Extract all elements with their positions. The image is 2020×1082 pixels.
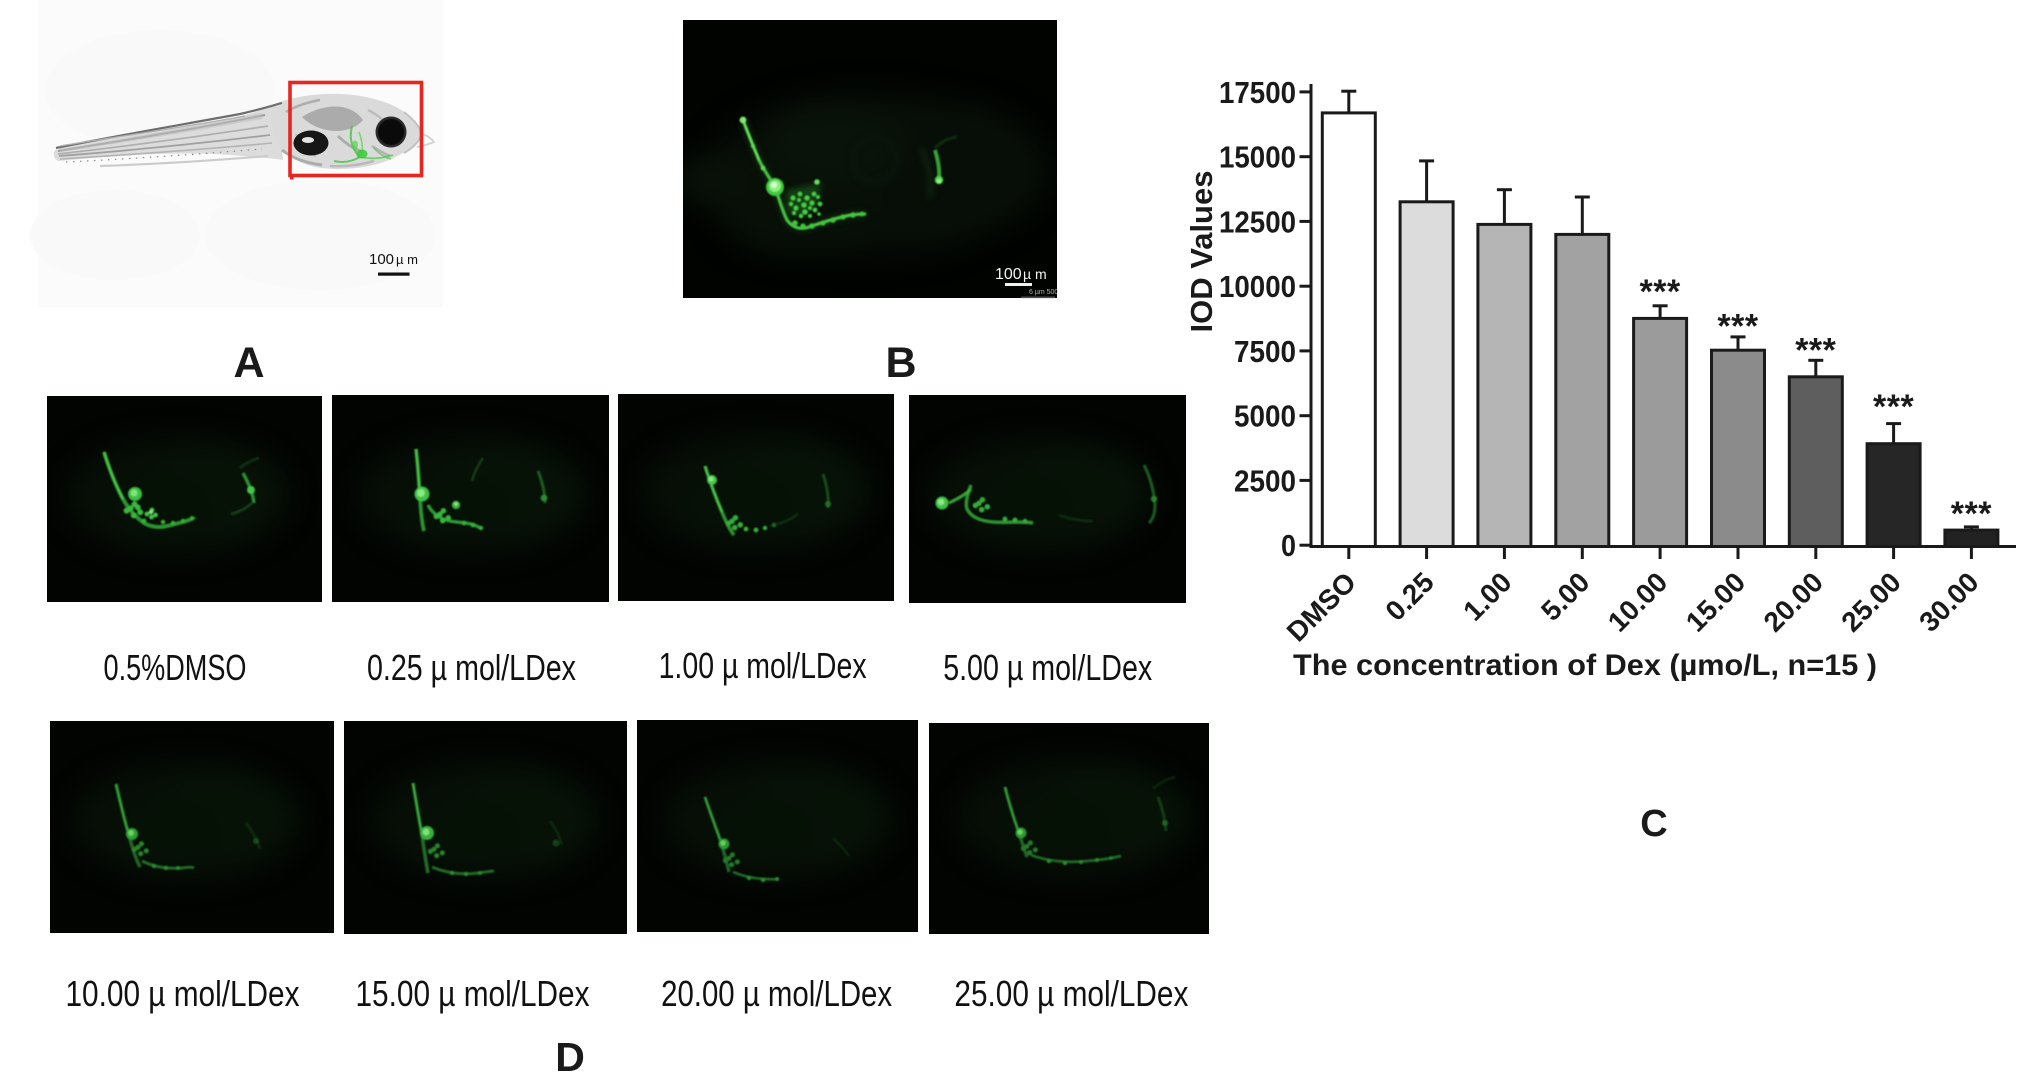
svg-text:15000: 15000 — [1219, 140, 1296, 175]
svg-text:10.00 µ mol/LDex: 10.00 µ mol/LDex — [66, 973, 300, 1014]
svg-text:***: *** — [1873, 388, 1914, 426]
svg-text:17500: 17500 — [1219, 75, 1296, 110]
svg-text:20.00 µ mol/LDex: 20.00 µ mol/LDex — [661, 973, 892, 1014]
svg-text:1.00 µ mol/LDex: 1.00 µ mol/LDex — [659, 645, 867, 686]
svg-text:12500: 12500 — [1219, 204, 1296, 239]
svg-text:IOD Values: IOD Values — [1184, 171, 1219, 333]
svg-text:µ m: µ m — [396, 252, 418, 267]
svg-text:A: A — [233, 339, 264, 387]
svg-text:***: *** — [1795, 332, 1836, 370]
svg-text:B: B — [885, 339, 916, 387]
svg-text:0: 0 — [1281, 528, 1296, 563]
svg-text:25.00 µ mol/LDex: 25.00 µ mol/LDex — [954, 973, 1188, 1014]
svg-text:100: 100 — [369, 251, 394, 268]
svg-text:0.25 µ mol/LDex: 0.25 µ mol/LDex — [367, 647, 576, 688]
svg-text:D: D — [555, 1034, 585, 1080]
svg-text:***: *** — [1717, 308, 1758, 346]
svg-text:6 µm 500: 6 µm 500 — [1029, 289, 1058, 296]
svg-text:5.00 µ mol/LDex: 5.00 µ mol/LDex — [943, 647, 1152, 688]
svg-text:C: C — [1640, 803, 1667, 845]
svg-text:2500: 2500 — [1234, 463, 1296, 498]
svg-text:0.5%DMSO: 0.5%DMSO — [104, 647, 247, 688]
svg-text:100: 100 — [995, 266, 1022, 283]
svg-text:***: *** — [1951, 495, 1992, 533]
svg-text:7500: 7500 — [1234, 334, 1296, 369]
svg-text:15.00 µ mol/LDex: 15.00 µ mol/LDex — [356, 973, 590, 1014]
svg-text:The concentration of Dex (µmo/: The concentration of Dex (µmo/L, n=15 ) — [1293, 649, 1877, 682]
svg-text:5000: 5000 — [1234, 399, 1296, 434]
svg-text:***: *** — [1639, 273, 1680, 311]
svg-text:10000: 10000 — [1219, 269, 1296, 304]
svg-text:µ m: µ m — [1023, 266, 1047, 282]
